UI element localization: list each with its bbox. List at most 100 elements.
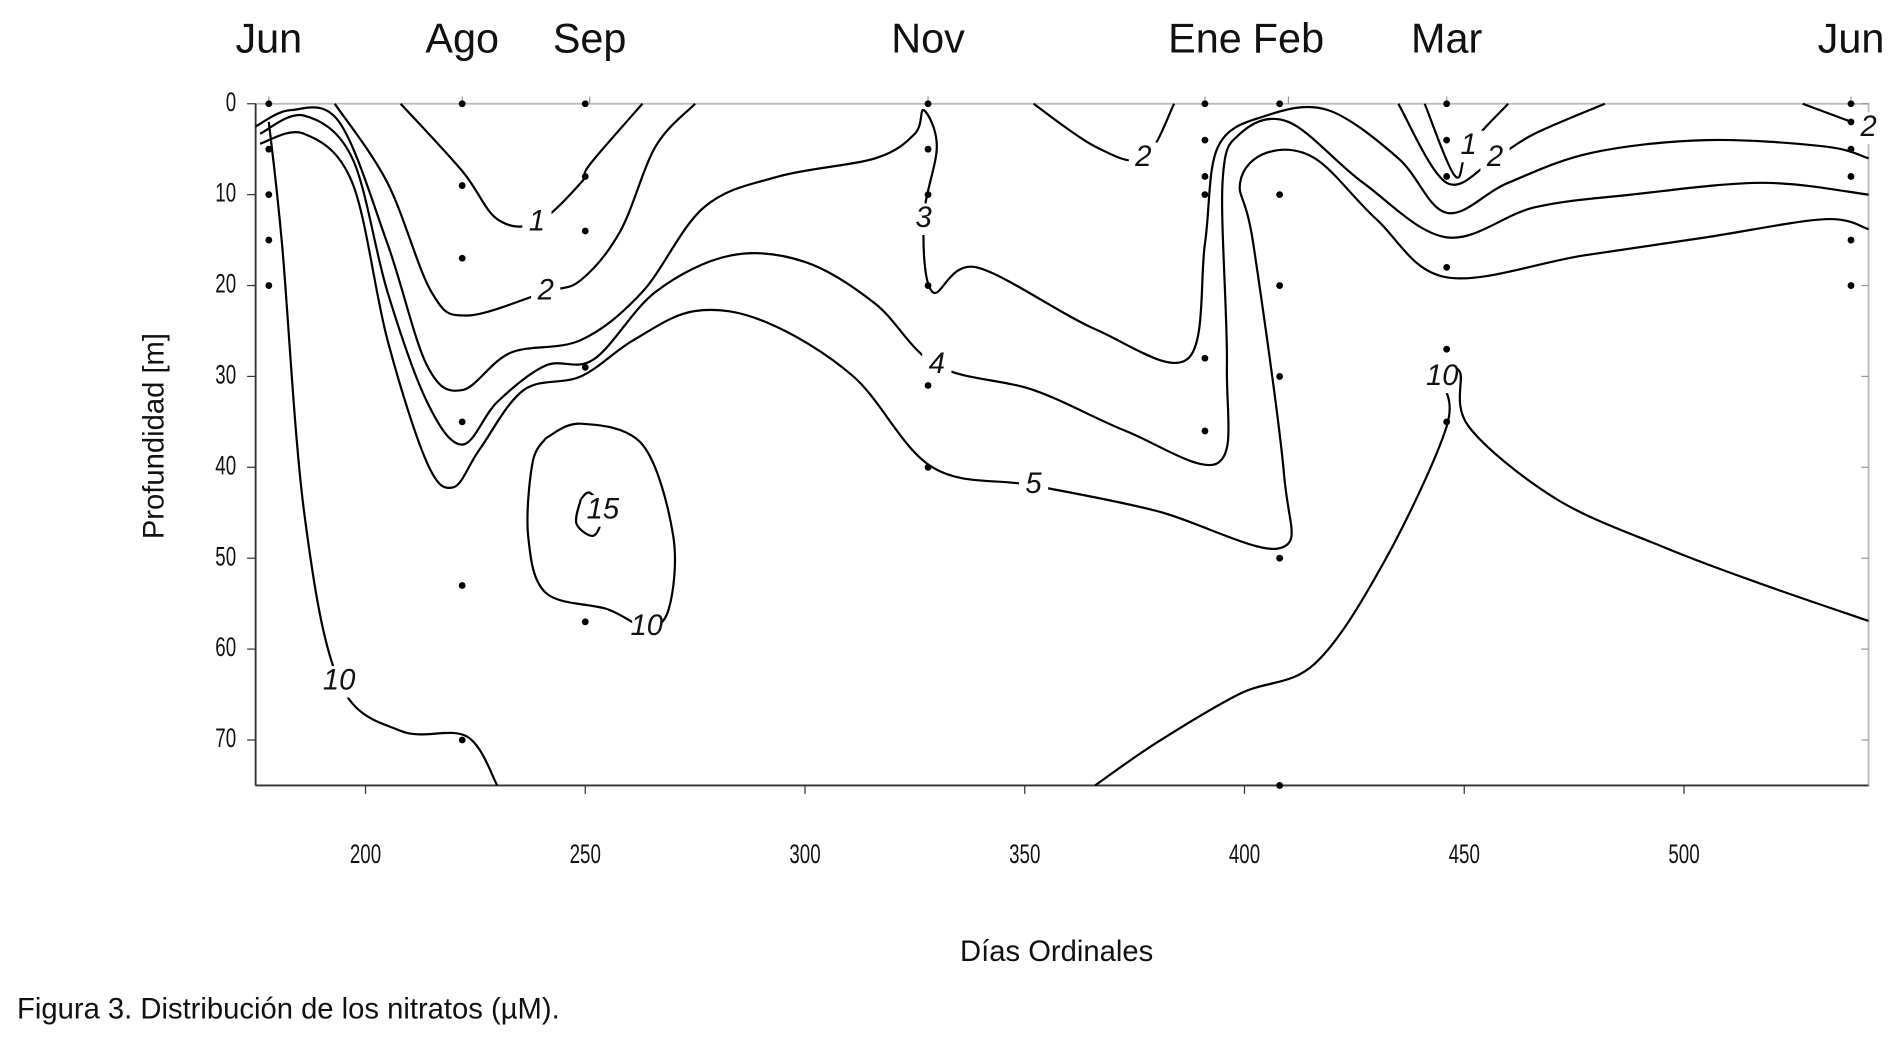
contour-label: 1 [1461,129,1477,161]
contour-label-bg [1454,130,1484,163]
station-point [1276,373,1284,380]
contour-label-bg [1128,142,1159,175]
station-point [924,382,932,389]
station-point [924,282,932,289]
station-point [1201,100,1209,108]
station-point [1276,282,1284,289]
station-point [1847,100,1855,108]
station-point [458,182,466,189]
station-point [1443,136,1451,144]
station-point [265,236,273,244]
y-tick-label: 50 [215,541,236,571]
y-tick-label: 40 [215,450,236,480]
station-point [1847,236,1855,244]
x-tick-label: 300 [789,839,820,869]
y-tick-label: 60 [215,632,236,662]
y-axis-label: Profundidad [m] [139,333,171,539]
contour-label: 10 [631,610,663,642]
month-label: Ene [1168,16,1242,62]
caption: Figura 3. Distribución de los nitratos (… [17,993,560,1025]
station-point [1847,282,1855,289]
station-point [581,100,589,108]
station-point [265,191,273,199]
plot-frame [254,102,1870,787]
contour-label: 2 [1134,141,1151,173]
contour-label-bg [324,665,354,698]
contour-line [255,105,1869,392]
station-point [1201,191,1209,199]
contour-label-bg [909,203,939,236]
station-point [924,100,932,108]
station-point [581,227,589,235]
x-tick-label: 200 [350,839,381,869]
x-tick-label: 350 [1009,839,1040,869]
y-tick-label: 20 [215,268,236,298]
month-label: Jun [1818,16,1885,62]
contour-line [259,113,1869,467]
x-tick-label: 400 [1229,839,1260,869]
y-tick-label: 0 [226,86,236,116]
contour-line [399,103,644,228]
station-point [265,145,273,153]
station-point [458,418,466,426]
x-tick-label: 250 [570,839,601,869]
station-point [581,173,589,180]
contour-line [1423,103,1509,179]
station-point [924,145,932,153]
contour-label: 1 [529,206,545,238]
contour-label: 15 [587,494,620,526]
station-point [1443,345,1451,353]
x-tick-label: 450 [1449,839,1480,869]
month-label: Mar [1411,16,1482,62]
contour-line [333,102,696,317]
station-point [924,191,932,199]
station-point [458,736,466,744]
contour-label: 5 [1025,468,1042,500]
station-point [1201,173,1209,180]
station-point [1276,191,1284,199]
station-point [1276,100,1284,108]
contour-label-bg [1427,361,1457,394]
contour-label-bg [1480,142,1510,175]
station-point [1201,427,1209,435]
contour-label-bg [531,276,561,308]
contour-label-bg [632,611,662,644]
station-point [924,463,932,471]
x-axis-label: Días Ordinales [960,936,1153,968]
station-point [1276,554,1284,562]
station-point [1847,173,1855,180]
contour-line [267,121,499,787]
station-point [1201,136,1209,144]
station-point [1443,418,1451,426]
contour-line [1094,366,1869,787]
station-point [581,363,589,371]
contour-label: 3 [916,202,932,234]
month-label: Feb [1253,16,1324,62]
station-point [265,282,273,289]
station-point [581,618,589,626]
contour-label-bg [1853,112,1884,145]
contour-label: 2 [1486,141,1503,173]
month-label: Sep [553,16,627,62]
station-point [1276,782,1284,789]
contour-label: 2 [1859,111,1876,143]
y-tick-label: 30 [215,359,236,389]
station-point [1847,145,1855,153]
contour-label-bg [522,206,552,239]
y-tick-label: 10 [215,177,236,207]
contour-line [1032,102,1176,162]
station-point [1847,118,1855,126]
station-point [1443,173,1451,180]
contour-label: 10 [323,665,355,697]
station-point [458,582,466,589]
month-label: Jun [235,16,302,62]
month-label: Ago [425,16,499,62]
contour-label: 4 [929,348,945,380]
x-tick-label: 500 [1668,839,1699,869]
station-point [265,100,273,108]
station-point [1443,263,1451,271]
contour-label: 2 [537,275,554,307]
station-point [1443,100,1451,108]
contour-label-bg [922,349,952,382]
